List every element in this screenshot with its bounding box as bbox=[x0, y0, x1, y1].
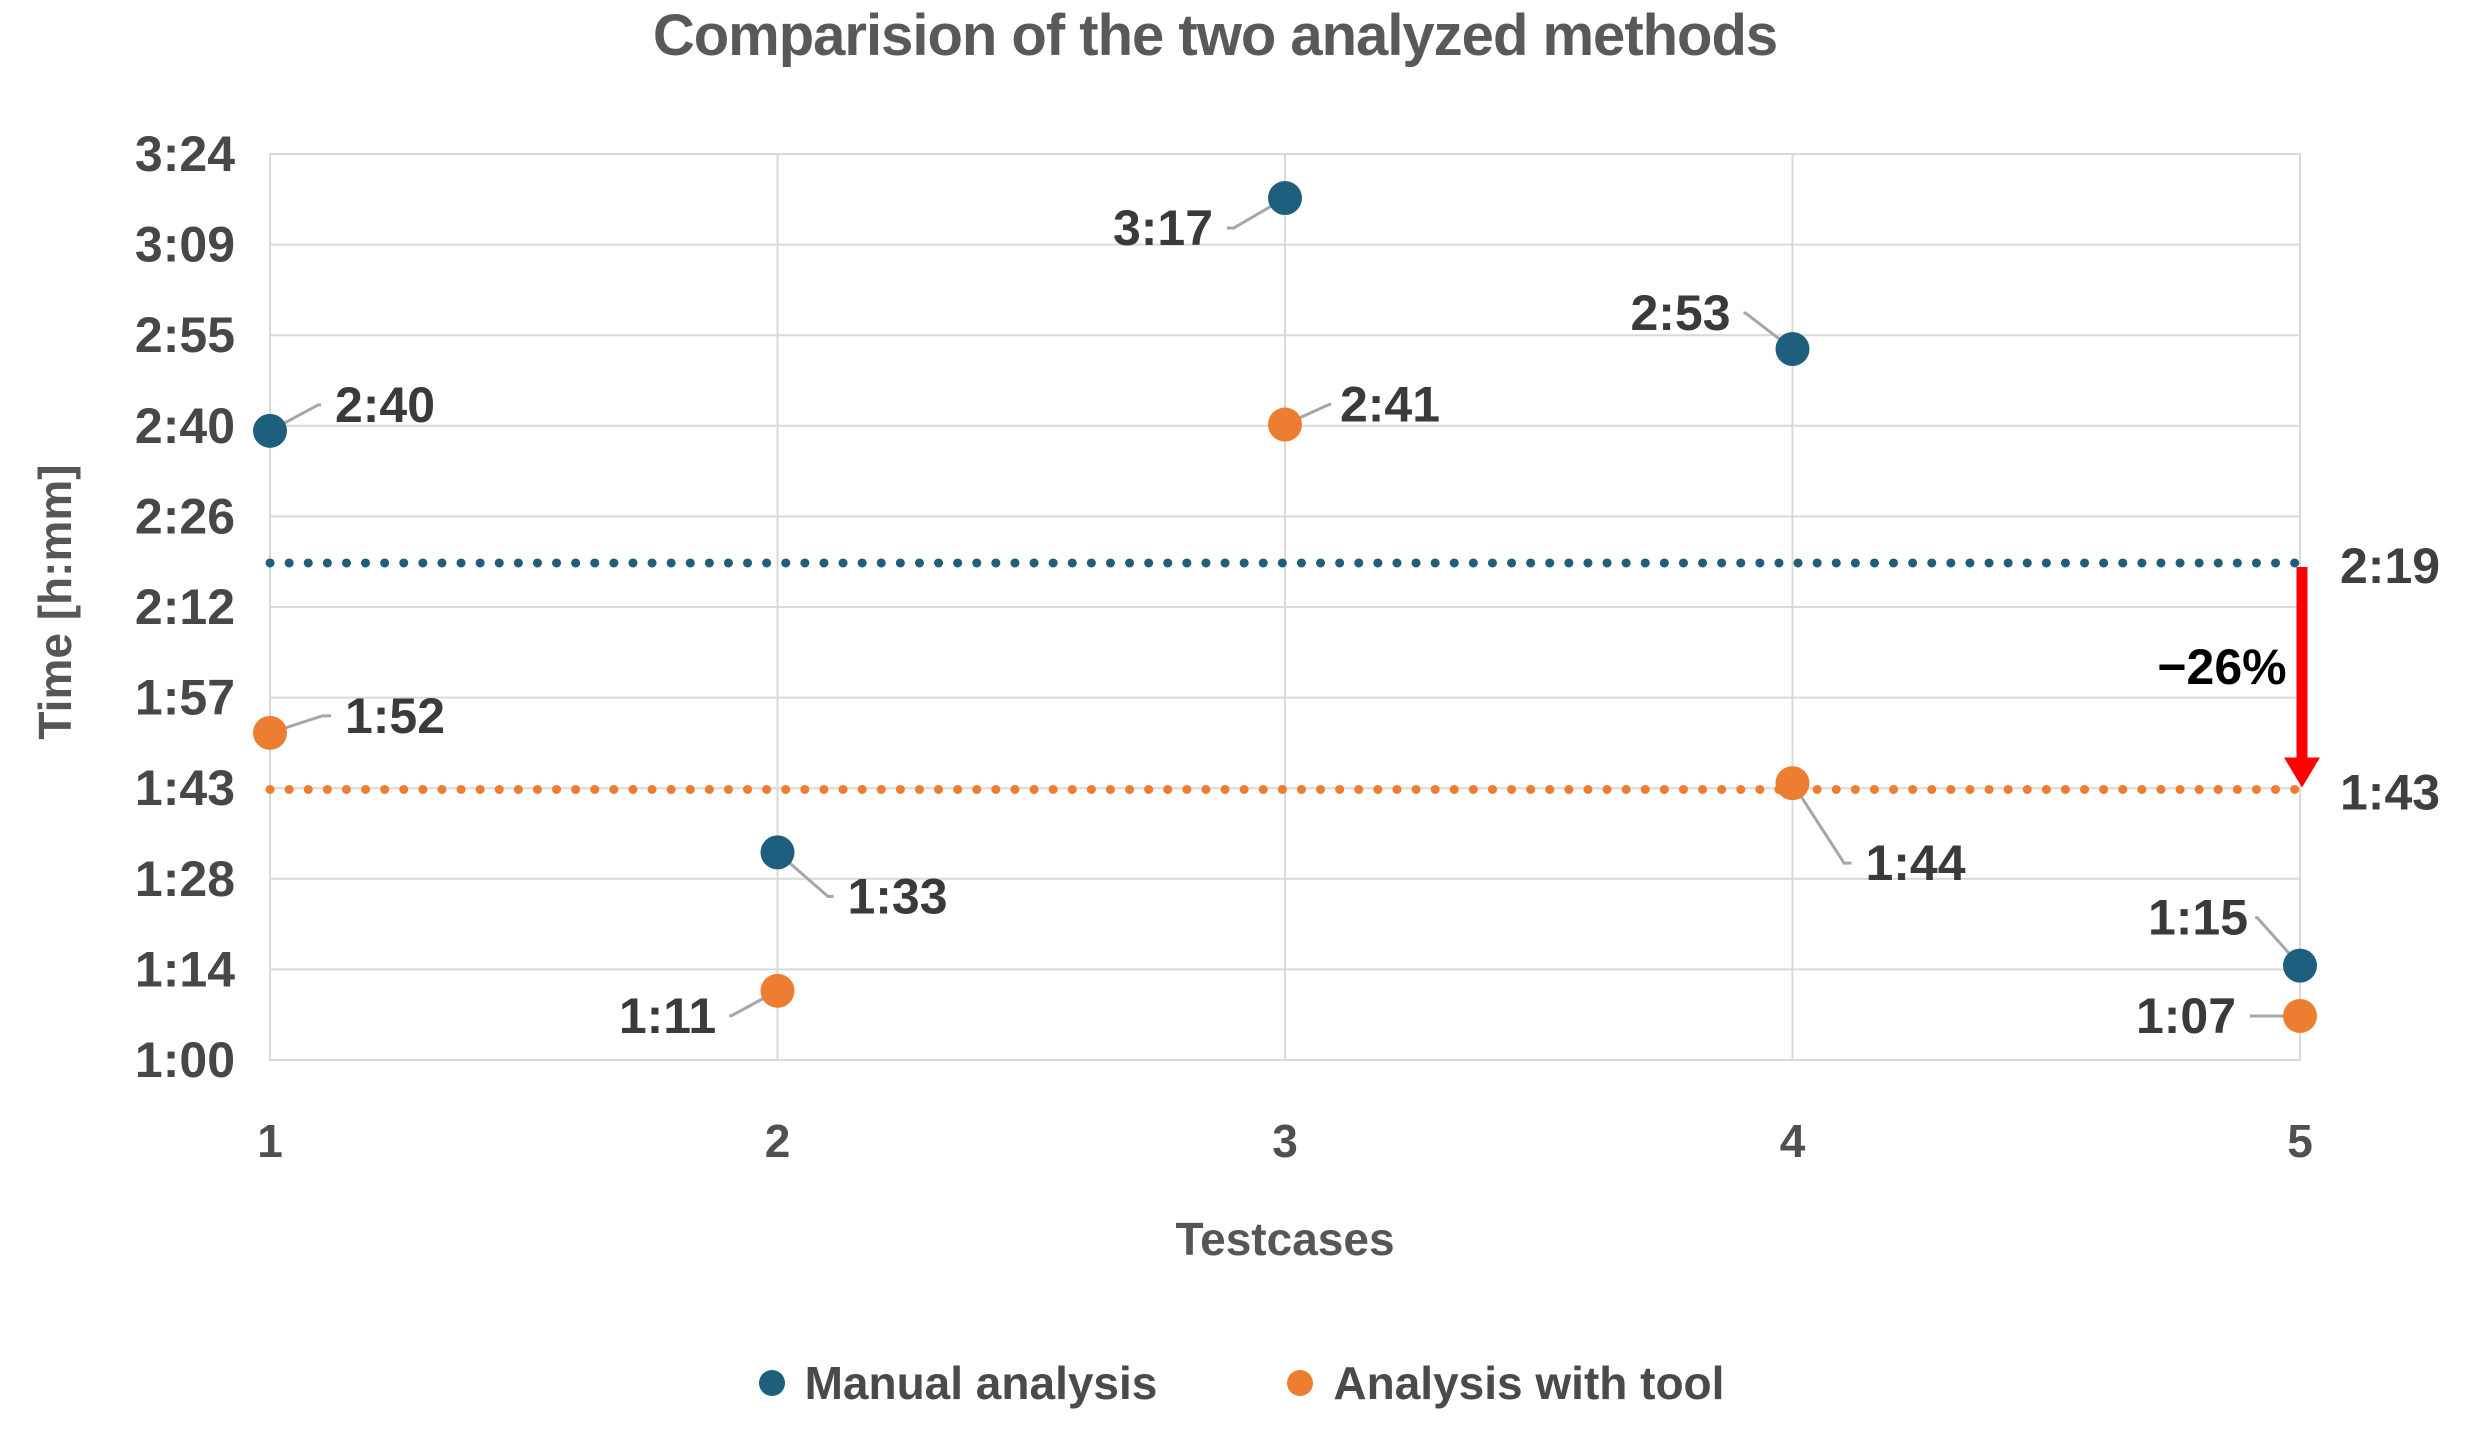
leader-line bbox=[776, 851, 834, 898]
chart-title: Comparision of the two analyzed methods bbox=[652, 3, 1778, 68]
data-label: 1:33 bbox=[847, 868, 947, 924]
data-point-tool bbox=[760, 973, 795, 1008]
x-tick-label: 4 bbox=[1780, 1115, 1806, 1167]
data-label: 1:52 bbox=[345, 688, 445, 744]
legend-label-manual: Manual analysis bbox=[804, 1357, 1158, 1409]
legend-marker-manual bbox=[758, 1370, 785, 1396]
decrease-arrow-head bbox=[2284, 757, 2320, 788]
y-tick-label: 2:26 bbox=[135, 488, 235, 544]
data-point-manual bbox=[253, 413, 287, 448]
leader-line bbox=[269, 403, 321, 433]
x-tick-label: 1 bbox=[257, 1115, 283, 1167]
y-tick-label: 2:55 bbox=[135, 307, 235, 363]
leader-line bbox=[1791, 782, 1852, 865]
x-tick-label: 3 bbox=[1272, 1115, 1298, 1167]
data-label: 2:40 bbox=[335, 377, 435, 433]
y-tick-label: 2:12 bbox=[135, 579, 235, 635]
leader-line bbox=[1743, 311, 1794, 351]
data-label: 1:11 bbox=[619, 988, 716, 1044]
y-tick-label: 1:43 bbox=[135, 760, 235, 816]
leader-line bbox=[269, 714, 331, 735]
data-point-manual bbox=[2283, 948, 2317, 983]
data-label: 1:07 bbox=[2136, 988, 2236, 1044]
data-label: 3:17 bbox=[1113, 200, 1213, 256]
data-point-manual bbox=[760, 835, 795, 870]
y-tick-label: 1:57 bbox=[135, 670, 235, 726]
y-tick-label: 3:24 bbox=[135, 126, 235, 182]
x-tick-label: 5 bbox=[2287, 1115, 2313, 1167]
data-point-tool bbox=[253, 715, 287, 750]
y-tick-label: 3:09 bbox=[135, 217, 235, 273]
data-point-tool bbox=[1268, 407, 1302, 442]
legend-label-tool: Analysis with tool bbox=[1333, 1357, 1725, 1409]
data-point-tool bbox=[1775, 766, 1810, 801]
data-label: 1:44 bbox=[1865, 835, 1965, 891]
leader-line bbox=[2255, 916, 2302, 967]
mean-value-label-manual: 2:19 bbox=[2340, 538, 2440, 594]
leader-line bbox=[729, 989, 779, 1018]
data-label: 2:41 bbox=[1340, 377, 1440, 433]
percent-change-label: −26% bbox=[2157, 639, 2286, 695]
x-tick-label: 2 bbox=[765, 1115, 791, 1167]
data-label: 1:15 bbox=[2148, 890, 2248, 946]
y-tick-label: 1:28 bbox=[135, 851, 235, 907]
x-axis-title: Testcases bbox=[1175, 1213, 1395, 1265]
legend: Manual analysis Analysis with tool bbox=[0, 1356, 2483, 1410]
data-point-tool bbox=[2283, 998, 2317, 1033]
data-point-manual bbox=[1268, 181, 1302, 216]
legend-marker-tool bbox=[1287, 1370, 1314, 1396]
mean-value-label-tool: 1:43 bbox=[2340, 764, 2440, 820]
legend-item-tool: Analysis with tool bbox=[1287, 1356, 1724, 1410]
data-label: 2:53 bbox=[1630, 285, 1730, 341]
y-tick-label: 1:14 bbox=[135, 941, 235, 997]
data-point-manual bbox=[1775, 332, 1810, 367]
y-tick-label: 1:00 bbox=[135, 1032, 235, 1088]
leader-line bbox=[1227, 196, 1286, 230]
legend-item-manual: Manual analysis bbox=[758, 1356, 1158, 1410]
y-tick-label: 2:40 bbox=[135, 398, 235, 454]
